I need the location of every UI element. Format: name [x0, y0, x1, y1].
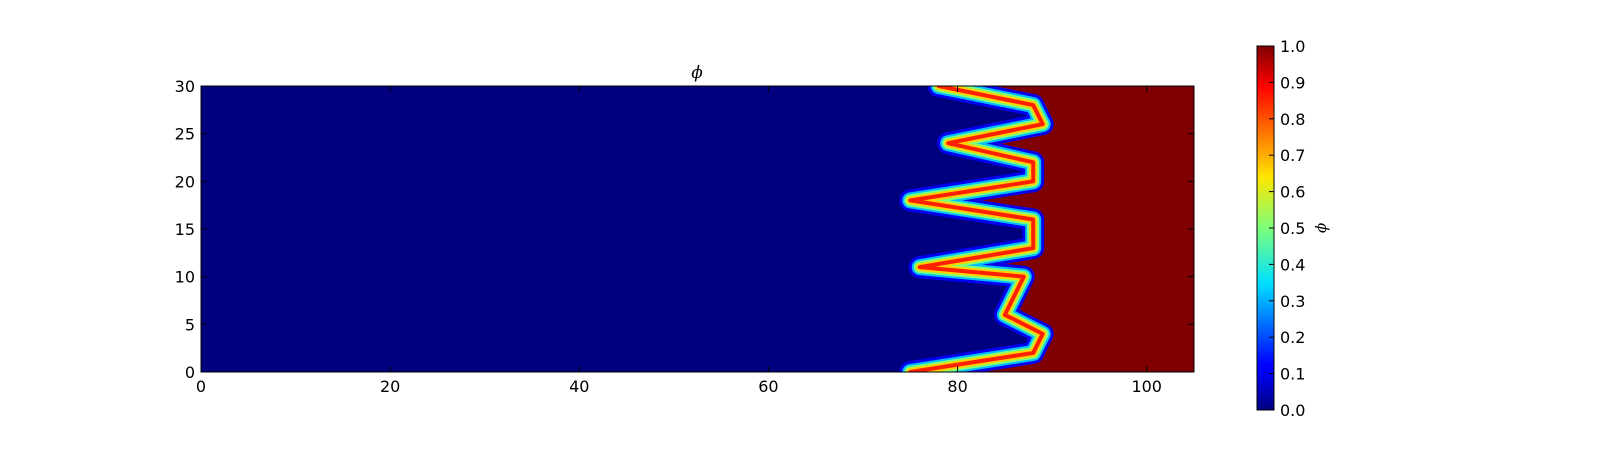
colorbar-tick-label: 0.4 [1280, 255, 1305, 274]
heatmap-area [201, 86, 1194, 372]
x-tick-label: 80 [947, 377, 967, 396]
colorbar-axis: 0.0 0.1 0.2 0.3 0.4 0.5 0.6 0.7 0.8 0.9 1.0 [1269, 37, 1305, 420]
y-tick-label: 5 [185, 315, 195, 334]
x-tick-label: 20 [380, 377, 400, 396]
x-tick-label: 0 [196, 377, 206, 396]
y-tick-label: 25 [175, 125, 195, 144]
colorbar-tick-label: 0.6 [1280, 183, 1305, 202]
x-axis: 0 20 40 60 80 100 [196, 86, 1162, 396]
y-tick-label: 10 [175, 268, 195, 287]
heatmap-field [899, 86, 1194, 372]
y-axis: 0 5 10 15 20 25 30 [175, 77, 1194, 382]
y-tick-label: 20 [175, 172, 195, 191]
interface-band-4 [908, 86, 1045, 372]
x-tick-label: 100 [1131, 377, 1162, 396]
colorbar-tick-label: 0.2 [1280, 328, 1305, 347]
colorbar-tick-label: 0.0 [1280, 401, 1305, 420]
colorbar-tick-label: 0.7 [1280, 146, 1305, 165]
x-tick-label: 60 [758, 377, 778, 396]
colorbar-tick-label: 0.9 [1280, 73, 1305, 92]
colorbar-tick-label: 0.5 [1280, 219, 1305, 238]
colorbar-tick-label: 0.8 [1280, 110, 1305, 129]
y-tick-label: 0 [185, 363, 195, 382]
colorbar-label: ϕ [1314, 223, 1332, 233]
colorbar-tick-label: 0.1 [1280, 365, 1305, 384]
y-tick-label: 30 [175, 77, 195, 96]
high-phase-region [910, 86, 1194, 372]
colorbar-tick-label: 1.0 [1280, 37, 1305, 56]
colorbar-tick-label: 0.3 [1280, 292, 1305, 311]
x-tick-label: 40 [569, 377, 589, 396]
chart-title: ϕ [691, 63, 703, 83]
y-tick-label: 15 [175, 220, 195, 239]
